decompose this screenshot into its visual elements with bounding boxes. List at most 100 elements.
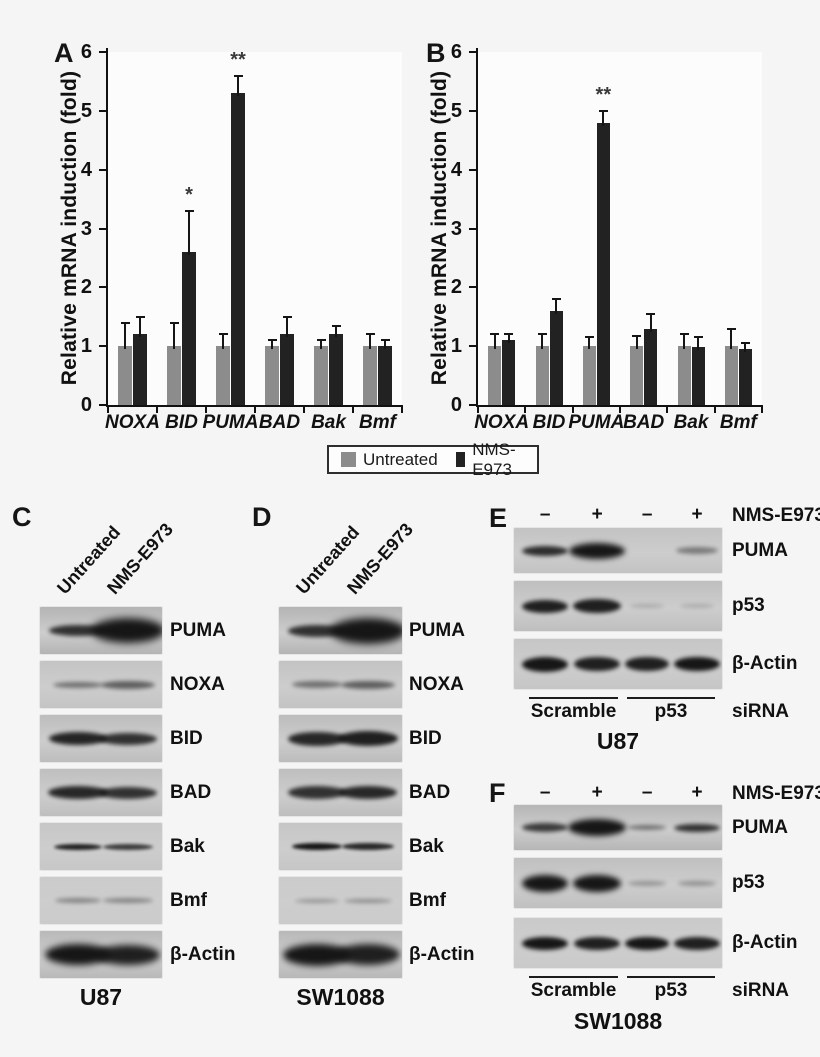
- protein-band: [674, 823, 721, 832]
- plot-area-B: [478, 52, 762, 405]
- protein-band: [44, 944, 111, 965]
- protein-band: [674, 657, 721, 671]
- protein-band: [573, 874, 622, 892]
- error-cap: [490, 333, 500, 336]
- sirna-underline-F: [529, 976, 618, 978]
- y-tick-A: [99, 51, 106, 53]
- y-tick-label-A: 3: [80, 217, 92, 240]
- legend-item-untreated: Untreated: [341, 450, 438, 470]
- error-cap: [169, 321, 179, 324]
- error-whisker: [602, 110, 605, 126]
- x-category-label-B: PUMA: [568, 412, 625, 433]
- lane-sign-F-0: –: [539, 782, 551, 803]
- blot-row-label-D: NOXA: [409, 673, 464, 695]
- protein-band: [90, 618, 162, 643]
- legend-item-nms-e973: NMS-E973: [455, 439, 525, 480]
- panel-c-label: C: [12, 502, 32, 532]
- y-tick-A: [99, 345, 106, 348]
- y-tick-A: [99, 227, 106, 230]
- bar-B-Bmf-Untreated: [724, 346, 738, 405]
- blot-row-D-Bmf: [279, 877, 402, 924]
- protein-band: [569, 542, 626, 559]
- y-tick-label-B: 1: [450, 335, 462, 358]
- y-tick-label-A: 1: [80, 335, 92, 358]
- protein-band: [625, 936, 670, 950]
- protein-band: [329, 617, 402, 644]
- error-cap: [365, 333, 375, 336]
- blot-row-label-C: Bmf: [170, 889, 207, 911]
- cell-line-label-F: SW1088: [573, 1008, 663, 1034]
- x-tick-B: [666, 405, 669, 413]
- x-category-label-B: BAD: [623, 412, 665, 433]
- x-category-label-B: Bmf: [719, 412, 757, 433]
- error-whisker: [237, 75, 239, 97]
- y-tick-B: [469, 168, 476, 171]
- blot-row-label-E: PUMA: [732, 539, 788, 561]
- x-tick-A: [401, 405, 403, 413]
- protein-band: [295, 898, 340, 903]
- bar-A-BID-Untreated: [167, 346, 181, 405]
- x-tick-B: [477, 405, 479, 413]
- bar-A-Bmf-NMS-E973: [378, 346, 392, 405]
- protein-band: [522, 936, 569, 950]
- protein-band: [573, 599, 622, 613]
- error-whisker: [744, 343, 747, 353]
- protein-band: [522, 823, 569, 832]
- protein-band: [522, 656, 569, 672]
- blot-row-label-F: p53: [732, 872, 765, 893]
- y-tick-label-B: 2: [450, 276, 462, 299]
- protein-band: [568, 819, 627, 836]
- blot-row-F-β-Actin: [514, 918, 722, 968]
- error-whisker: [541, 334, 543, 350]
- x-category-label-A: BAD: [258, 412, 301, 433]
- x-tick-B: [571, 405, 574, 413]
- blot-row-C-BAD: [40, 769, 162, 816]
- blot-row-C-PUMA: [40, 607, 162, 654]
- sirna-group-label-F: Scramble: [530, 980, 617, 1001]
- error-whisker: [335, 325, 337, 338]
- sirna-underline-E: [627, 697, 715, 699]
- protein-band: [338, 786, 397, 799]
- protein-band: [680, 604, 715, 608]
- sirna-group-label-E: p53: [654, 701, 688, 722]
- protein-band: [54, 898, 101, 903]
- bar-A-PUMA-NMS-E973: [231, 93, 245, 405]
- error-whisker: [730, 328, 733, 350]
- x-category-label-A: PUMA: [202, 412, 259, 433]
- blot-row-D-NOXA: [279, 661, 402, 708]
- error-cap: [646, 312, 656, 315]
- bar-B-Bmf-NMS-E973: [738, 349, 752, 405]
- error-whisker: [649, 313, 652, 332]
- error-cap: [504, 333, 514, 336]
- blot-row-D-BAD: [279, 769, 402, 816]
- significance-mark: **: [230, 48, 246, 71]
- bar-A-BAD-Untreated: [265, 346, 279, 405]
- sirna-underline-F: [627, 976, 715, 978]
- protein-band: [98, 732, 157, 745]
- protein-band: [574, 936, 621, 950]
- panel-a-label: A: [54, 38, 74, 68]
- y-axis-A: [106, 48, 108, 407]
- y-axis-B: [476, 48, 478, 407]
- bar-A-Bmf-Untreated: [363, 346, 377, 405]
- legend-nms-e973-label: NMS-E973: [472, 439, 516, 479]
- bar-B-BID-Untreated: [535, 346, 549, 405]
- x-category-label-A: BID: [165, 412, 198, 433]
- bar-B-PUMA-NMS-E973: [596, 122, 610, 405]
- lane-sign-F-2: –: [641, 782, 653, 803]
- error-whisker: [683, 334, 685, 350]
- error-cap: [598, 109, 608, 112]
- blot-row-E-β-Actin: [514, 639, 722, 689]
- sirna-label-F: siRNA: [732, 980, 790, 1001]
- significance-mark: **: [595, 83, 612, 106]
- protein-band: [48, 732, 107, 745]
- y-tick-label-B: 5: [450, 99, 462, 122]
- error-cap: [267, 339, 277, 342]
- error-whisker: [635, 335, 638, 350]
- y-tick-label-A: 5: [80, 99, 92, 122]
- blot-row-E-p53: [514, 581, 722, 631]
- x-category-label-B: NOXA: [474, 412, 530, 433]
- blot-row-label-C: BID: [170, 727, 203, 749]
- protein-band: [292, 843, 343, 850]
- protein-band: [625, 657, 670, 671]
